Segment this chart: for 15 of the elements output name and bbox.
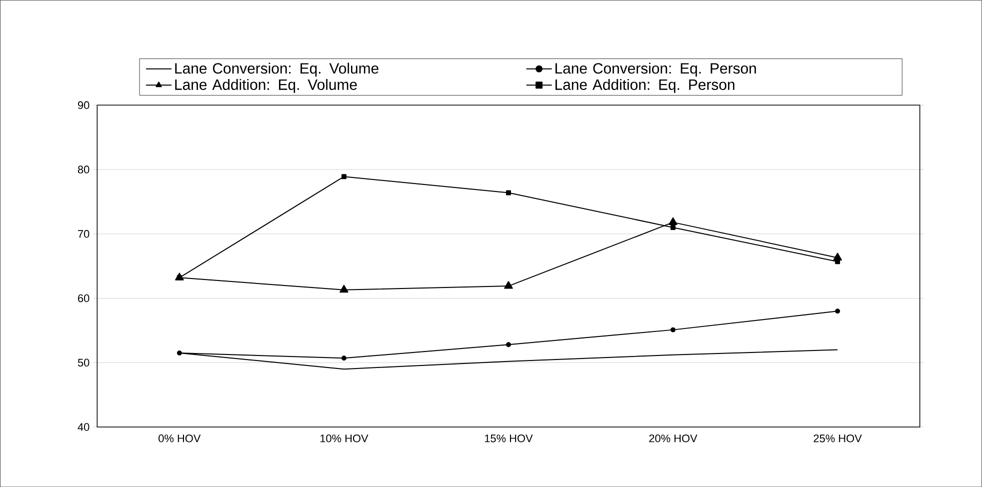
x-tick-label: 0% HOV bbox=[158, 434, 201, 442]
x-tick-label: 25% HOV bbox=[814, 434, 862, 442]
y-tick-label: 60 bbox=[78, 294, 90, 302]
y-tick-label: 70 bbox=[78, 230, 90, 238]
x-tick-label: 15% HOV bbox=[484, 434, 533, 442]
y-tick-label: 50 bbox=[78, 358, 90, 366]
legend-label: Lane Conversion: Eq. Person bbox=[556, 62, 756, 77]
legend-label: Lane Addition: Eq. Person bbox=[556, 78, 734, 93]
y-tick-label: 40 bbox=[78, 423, 90, 431]
y-tick-label: 90 bbox=[78, 101, 90, 109]
x-tick-label: 20% HOV bbox=[649, 434, 698, 442]
y-tick-label: 80 bbox=[78, 166, 90, 174]
x-tick-label: 10% HOV bbox=[320, 434, 368, 442]
legend-label: Lane Conversion: Eq. Volume bbox=[175, 62, 378, 77]
legend-label: Lane Addition: Eq. Volume bbox=[175, 78, 357, 93]
